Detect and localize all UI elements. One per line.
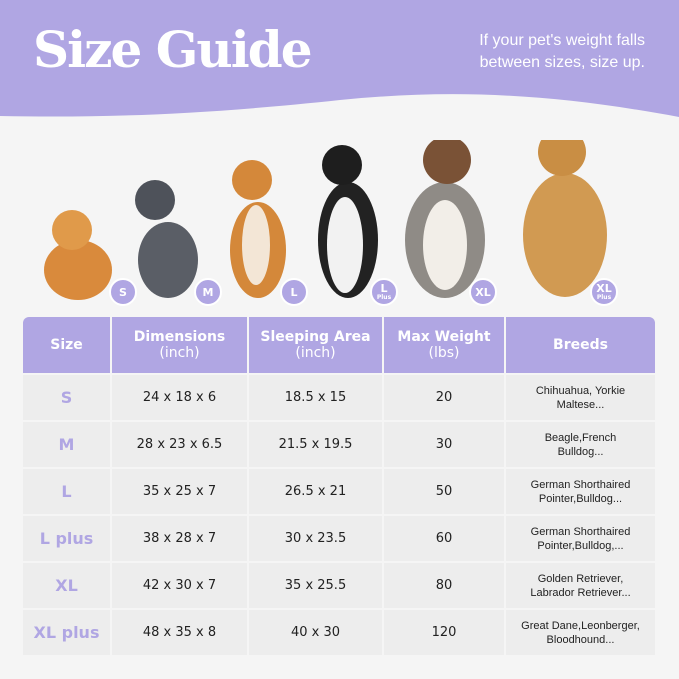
dimensions-cell: 42 x 30 x 7 (112, 563, 247, 608)
tip-line: between sizes, size up. (479, 54, 645, 71)
table-row: L plus 38 x 28 x 7 30 x 23.5 60 German S… (23, 516, 655, 561)
breeds-cell: German Shorthaired Pointer,Bulldog,... (506, 516, 655, 561)
size-badge-xl-plus: XL Plus (590, 278, 618, 306)
table-row: S 24 x 18 x 6 18.5 x 15 20 Chihuahua, Yo… (23, 375, 655, 420)
shiba-inu-image (230, 160, 286, 298)
size-cell: S (23, 375, 110, 420)
size-cell: XL (23, 563, 110, 608)
max-weight-cell: 20 (384, 375, 504, 420)
sleeping-area-cell: 30 x 23.5 (249, 516, 382, 561)
breeds-cell: Beagle,French Bulldog... (506, 422, 655, 467)
dimensions-cell: 38 x 28 x 7 (112, 516, 247, 561)
size-badge-l-plus: L Plus (370, 278, 398, 306)
size-badge-s: S (109, 278, 137, 306)
breeds-cell: German Shorthaired Pointer,Bulldog... (506, 469, 655, 514)
header-breeds: Breeds (506, 317, 655, 373)
header-size: Size (23, 317, 110, 373)
size-cell: XL plus (23, 610, 110, 655)
border-collie-image (318, 145, 378, 298)
sizing-tip: If your pet's weight falls between sizes,… (479, 30, 645, 74)
breeds-cell: Golden Retriever, Labrador Retriever... (506, 563, 655, 608)
max-weight-cell: 30 (384, 422, 504, 467)
dimensions-cell: 35 x 25 x 7 (112, 469, 247, 514)
table-row: L 35 x 25 x 7 26.5 x 21 50 German Shorth… (23, 469, 655, 514)
tip-line: If your pet's weight falls (479, 32, 645, 49)
golden-retriever-image (523, 140, 607, 297)
size-badge-m: M (194, 278, 222, 306)
max-weight-cell: 60 (384, 516, 504, 561)
sleeping-area-cell: 40 x 30 (249, 610, 382, 655)
header-sleeping-area: Sleeping Area (inch) (249, 317, 382, 373)
page-title: Size Guide (33, 20, 313, 79)
sleeping-area-cell: 21.5 x 19.5 (249, 422, 382, 467)
table-row: XL plus 48 x 35 x 8 40 x 30 120 Great Da… (23, 610, 655, 655)
size-badge-xl: XL (469, 278, 497, 306)
size-table: Size Dimensions (inch) Sleeping Area (inch… (21, 315, 657, 657)
pomeranian-image (44, 210, 112, 300)
sleeping-area-cell: 35 x 25.5 (249, 563, 382, 608)
header-max-weight: Max Weight (lbs) (384, 317, 504, 373)
max-weight-cell: 50 (384, 469, 504, 514)
dog-lineup (44, 140, 607, 300)
size-cell: L plus (23, 516, 110, 561)
dimensions-cell: 24 x 18 x 6 (112, 375, 247, 420)
australian-shepherd-image (405, 140, 485, 298)
max-weight-cell: 80 (384, 563, 504, 608)
size-badge-l: L (280, 278, 308, 306)
header-banner (0, 0, 679, 117)
dimensions-cell: 28 x 23 x 6.5 (112, 422, 247, 467)
size-cell: L (23, 469, 110, 514)
table-row: XL 42 x 30 x 7 35 x 25.5 80 Golden Retri… (23, 563, 655, 608)
french-bulldog-image (135, 180, 198, 298)
sleeping-area-cell: 18.5 x 15 (249, 375, 382, 420)
table-row: M 28 x 23 x 6.5 21.5 x 19.5 30 Beagle,Fr… (23, 422, 655, 467)
sleeping-area-cell: 26.5 x 21 (249, 469, 382, 514)
max-weight-cell: 120 (384, 610, 504, 655)
size-cell: M (23, 422, 110, 467)
dimensions-cell: 48 x 35 x 8 (112, 610, 247, 655)
breeds-cell: Great Dane,Leonberger, Bloodhound... (506, 610, 655, 655)
header-dimensions: Dimensions (inch) (112, 317, 247, 373)
breeds-cell: Chihuahua, Yorkie Maltese... (506, 375, 655, 420)
